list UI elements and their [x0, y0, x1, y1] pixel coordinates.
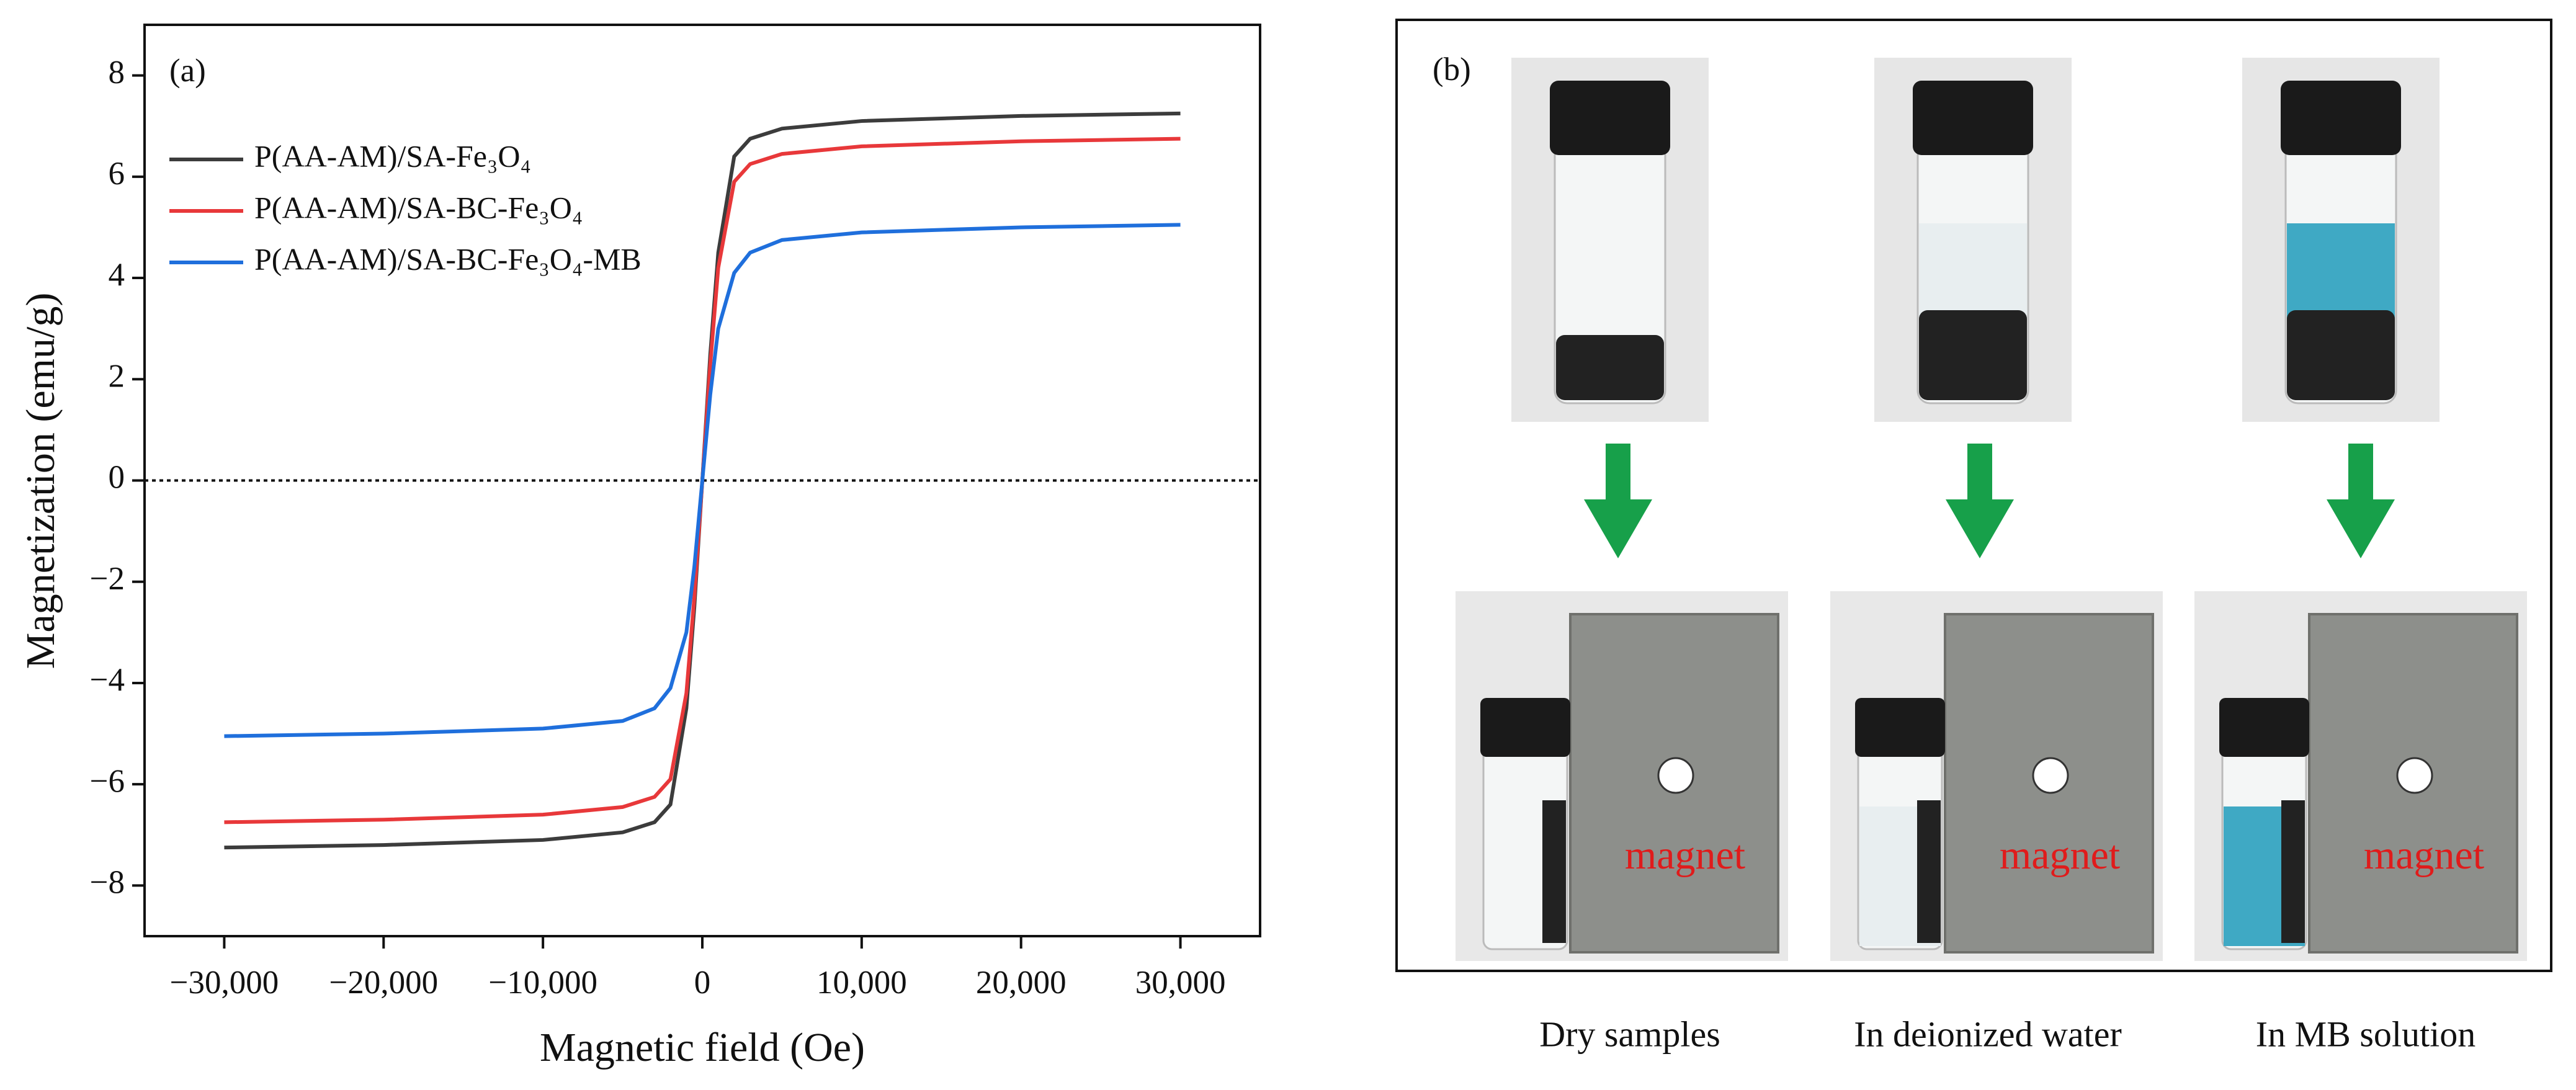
x-tick-label: 30,000	[1135, 965, 1226, 1001]
y-axis-title: Magnetization (emu/g)	[18, 293, 63, 669]
arrow-head	[2327, 499, 2395, 558]
y-tick-label: 6	[109, 156, 125, 192]
magnet-hole	[1657, 757, 1694, 794]
panel-b-frame	[1395, 19, 2552, 972]
sample-attracted	[2281, 800, 2305, 943]
arrow-shaft	[2348, 444, 2373, 499]
magnet-label: magnet	[2000, 833, 2120, 878]
y-tick-label: −6	[90, 763, 125, 799]
magnet-hole	[2032, 757, 2069, 794]
cap	[2281, 81, 2401, 155]
cap	[1913, 81, 2033, 155]
cap	[1855, 698, 1945, 757]
sample	[1919, 310, 2027, 400]
caption: In deionized water	[1854, 1014, 2122, 1054]
y-tick-label: 8	[109, 55, 125, 91]
cap	[1480, 698, 1570, 757]
arrow-head	[1584, 499, 1652, 558]
y-tick-label: 0	[109, 460, 125, 496]
x-tick-label: 10,000	[816, 965, 907, 1001]
sample-attracted	[1917, 800, 1941, 943]
cap	[1550, 81, 1670, 155]
legend-label: P(AA-AM)/SA-Fe₃O₄	[254, 138, 531, 173]
series-line	[224, 223, 1181, 738]
legend-label: P(AA-AM)/SA-BC-Fe₃O₄	[254, 190, 583, 225]
x-tick-label: −20,000	[329, 965, 438, 1001]
sample-attracted	[1542, 800, 1566, 943]
caption: In MB solution	[2256, 1014, 2476, 1054]
arrow-head	[1946, 499, 2014, 558]
x-tick-label: −30,000	[170, 965, 279, 1001]
y-tick-label: −2	[90, 561, 125, 597]
panel-label: (b)	[1433, 51, 1471, 87]
x-axis-title: Magnetic field (Oe)	[540, 1025, 865, 1070]
magnet-label: magnet	[2364, 833, 2484, 878]
magnet-hole	[2396, 757, 2433, 794]
sample	[1556, 335, 1664, 400]
magnet-label: magnet	[1625, 833, 1745, 878]
y-tick-label: −8	[90, 865, 125, 901]
sample	[2287, 310, 2395, 400]
x-tick-label: −10,000	[488, 965, 597, 1001]
y-tick-label: 4	[109, 257, 125, 293]
caption: Dry samples	[1539, 1014, 1720, 1054]
panel-label: (a)	[169, 53, 206, 89]
photos: magnet Dry samples magnet In deionized wate…	[1456, 58, 2527, 1054]
cap	[2219, 698, 2309, 757]
x-tick-label: 20,000	[976, 965, 1067, 1001]
arrow-shaft	[1606, 444, 1630, 499]
y-tick-label: 2	[109, 358, 125, 394]
arrow-shaft	[1967, 444, 1992, 499]
x-tick-label: 0	[694, 965, 711, 1001]
legend-label: P(AA-AM)/SA-BC-Fe₃O₄-MB	[254, 241, 642, 276]
y-tick-label: −4	[90, 662, 125, 698]
